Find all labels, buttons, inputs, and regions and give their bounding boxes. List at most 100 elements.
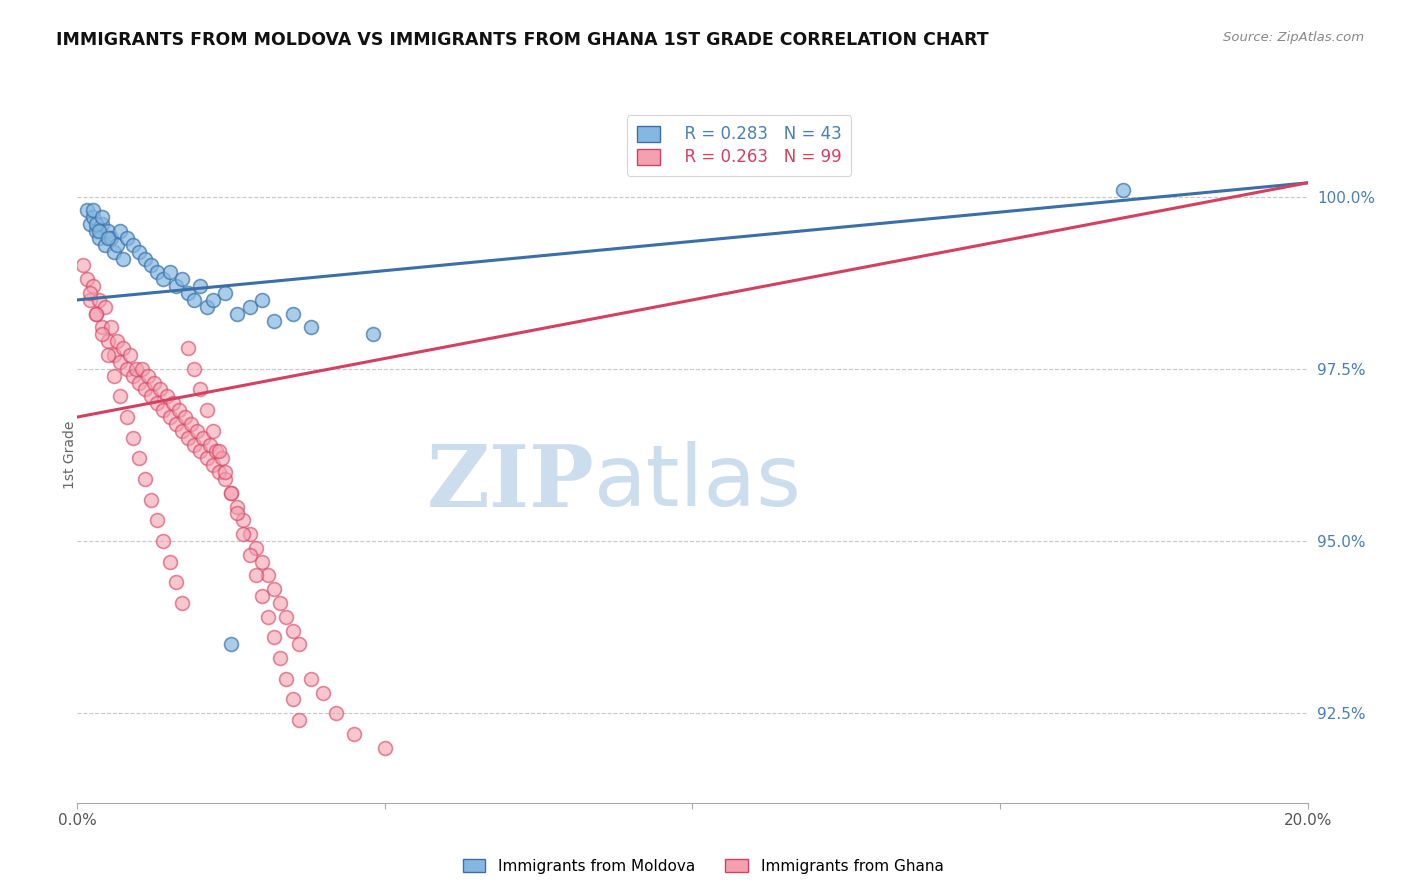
Point bbox=[208, 465, 231, 479]
Point bbox=[131, 361, 153, 376]
Point bbox=[82, 203, 104, 218]
Point bbox=[281, 307, 304, 321]
Point bbox=[250, 589, 273, 603]
Point bbox=[97, 231, 120, 245]
Point bbox=[141, 492, 163, 507]
Point bbox=[84, 307, 107, 321]
Point bbox=[121, 368, 143, 383]
Point bbox=[103, 244, 125, 259]
Point bbox=[361, 327, 384, 342]
Point bbox=[183, 437, 205, 451]
Point bbox=[245, 568, 267, 582]
Point bbox=[195, 451, 218, 466]
Point bbox=[134, 472, 156, 486]
Point bbox=[219, 485, 242, 500]
Point bbox=[84, 217, 107, 231]
Point bbox=[214, 472, 236, 486]
Point bbox=[134, 383, 156, 397]
Point bbox=[152, 272, 174, 286]
Point bbox=[97, 348, 120, 362]
Point bbox=[183, 361, 205, 376]
Point bbox=[245, 541, 267, 555]
Point bbox=[288, 713, 311, 727]
Legend: Immigrants from Moldova, Immigrants from Ghana: Immigrants from Moldova, Immigrants from… bbox=[457, 853, 949, 880]
Point bbox=[276, 672, 298, 686]
Point bbox=[170, 424, 193, 438]
Point bbox=[374, 740, 396, 755]
Point bbox=[100, 320, 122, 334]
Point bbox=[226, 500, 249, 514]
Point bbox=[214, 286, 236, 301]
Point bbox=[226, 507, 249, 521]
Point bbox=[159, 555, 181, 569]
Point bbox=[146, 396, 169, 410]
Point bbox=[146, 513, 169, 527]
Point bbox=[250, 293, 273, 307]
Point bbox=[343, 727, 366, 741]
Point bbox=[214, 465, 236, 479]
Point bbox=[105, 334, 128, 349]
Point bbox=[239, 300, 262, 314]
Point bbox=[257, 568, 280, 582]
Point bbox=[201, 293, 224, 307]
Point bbox=[100, 231, 122, 245]
Point bbox=[128, 376, 150, 390]
Point bbox=[195, 300, 218, 314]
Point bbox=[190, 279, 212, 293]
Point bbox=[84, 307, 107, 321]
Point bbox=[79, 286, 101, 301]
Point bbox=[198, 437, 221, 451]
Point bbox=[204, 444, 226, 458]
Point bbox=[219, 637, 242, 651]
Point bbox=[121, 431, 143, 445]
Point bbox=[299, 672, 322, 686]
Point bbox=[146, 265, 169, 279]
Point bbox=[226, 307, 249, 321]
Point bbox=[239, 527, 262, 541]
Point bbox=[87, 231, 110, 245]
Point bbox=[180, 417, 202, 431]
Point bbox=[208, 444, 231, 458]
Point bbox=[269, 651, 291, 665]
Point bbox=[152, 534, 174, 549]
Point bbox=[118, 348, 141, 362]
Point bbox=[232, 527, 254, 541]
Point bbox=[141, 259, 163, 273]
Point bbox=[159, 410, 181, 425]
Point bbox=[174, 410, 197, 425]
Point bbox=[269, 596, 291, 610]
Point bbox=[177, 431, 200, 445]
Point bbox=[312, 685, 335, 699]
Point bbox=[288, 637, 311, 651]
Point bbox=[219, 485, 242, 500]
Point bbox=[263, 631, 285, 645]
Point bbox=[90, 320, 114, 334]
Point bbox=[159, 265, 181, 279]
Point bbox=[201, 458, 224, 473]
Point bbox=[162, 396, 184, 410]
Point bbox=[239, 548, 262, 562]
Point bbox=[112, 341, 135, 355]
Point bbox=[263, 582, 285, 597]
Point bbox=[125, 361, 148, 376]
Point bbox=[165, 417, 187, 431]
Point bbox=[115, 231, 138, 245]
Point bbox=[170, 596, 193, 610]
Point bbox=[155, 389, 177, 403]
Point bbox=[103, 368, 125, 383]
Point bbox=[105, 237, 128, 252]
Point bbox=[128, 451, 150, 466]
Point bbox=[177, 341, 200, 355]
Point bbox=[149, 383, 172, 397]
Point bbox=[141, 389, 163, 403]
Point bbox=[190, 444, 212, 458]
Point bbox=[276, 609, 298, 624]
Point bbox=[325, 706, 347, 721]
Point bbox=[72, 259, 94, 273]
Point bbox=[82, 279, 104, 293]
Point bbox=[211, 451, 233, 466]
Point bbox=[103, 348, 125, 362]
Point bbox=[186, 424, 208, 438]
Point bbox=[110, 224, 132, 238]
Point bbox=[195, 403, 218, 417]
